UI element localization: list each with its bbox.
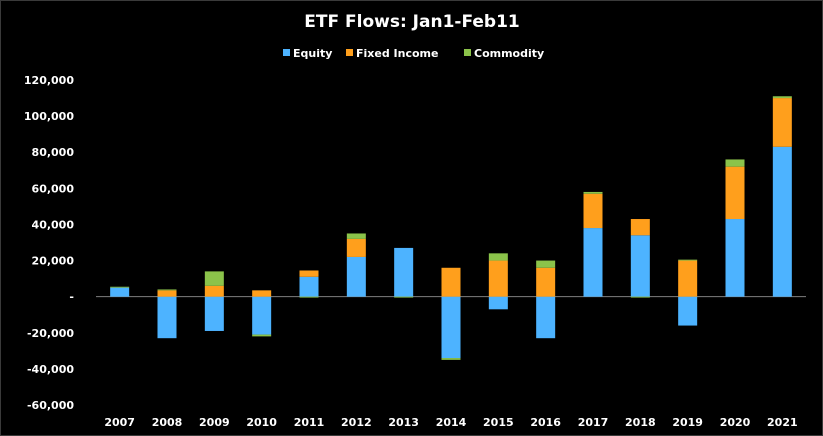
bar-fixed-income-2011 bbox=[299, 270, 319, 277]
x-tick-label: 2020 bbox=[720, 416, 751, 429]
bar-equity-2020 bbox=[725, 219, 745, 297]
legend-item-fixed-income: Fixed Income bbox=[346, 47, 438, 60]
legend-item-equity: Equity bbox=[283, 47, 332, 60]
bar-commodity-2010 bbox=[252, 334, 272, 337]
bar-equity-2016 bbox=[536, 296, 556, 339]
bar-equity-2011 bbox=[299, 276, 319, 297]
bar-group-2015 bbox=[488, 253, 508, 310]
bar-group-2011 bbox=[299, 270, 319, 298]
bar-equity-2013 bbox=[394, 247, 414, 297]
y-tick-label: 60,000 bbox=[32, 182, 75, 195]
bar-group-2017 bbox=[583, 191, 603, 297]
bar-equity-2019 bbox=[678, 296, 698, 326]
x-axis: 2007 2008 2009 2010 2011 2012 2013 2014 2015 2016… bbox=[104, 416, 797, 429]
bar-commodity-2007 bbox=[110, 286, 130, 288]
x-tick-label: 2007 bbox=[104, 416, 135, 429]
bar-group-2008 bbox=[157, 289, 177, 339]
y-tick-label: -40,000 bbox=[27, 363, 74, 376]
bar-fixed-income-2015 bbox=[488, 260, 508, 297]
bar-group-2016 bbox=[536, 260, 556, 339]
bar-commodity-2020 bbox=[725, 159, 745, 167]
bar-group-2012 bbox=[346, 233, 366, 297]
x-tick-label: 2017 bbox=[578, 416, 609, 429]
bar-equity-2008 bbox=[157, 296, 177, 339]
bar-group-2009 bbox=[204, 271, 224, 331]
bar-equity-2009 bbox=[204, 296, 224, 331]
y-tick-label: 80,000 bbox=[32, 146, 75, 159]
x-tick-label: 2016 bbox=[530, 416, 561, 429]
y-tick-label: - bbox=[69, 291, 74, 304]
legend-label: Commodity bbox=[474, 47, 544, 60]
legend-swatch bbox=[283, 49, 290, 56]
x-tick-label: 2021 bbox=[767, 416, 798, 429]
bar-fixed-income-2016 bbox=[536, 267, 556, 297]
x-tick-label: 2013 bbox=[388, 416, 419, 429]
bar-fixed-income-2008 bbox=[157, 290, 177, 297]
bar-fixed-income-2017 bbox=[583, 193, 603, 229]
x-tick-label: 2019 bbox=[672, 416, 703, 429]
bar-group-2014 bbox=[441, 267, 461, 360]
bar-commodity-2019 bbox=[678, 259, 698, 261]
bar-fixed-income-2018 bbox=[630, 219, 650, 236]
legend-swatch bbox=[464, 49, 471, 56]
y-axis: -60,000-40,000-20,000-20,00040,00060,000… bbox=[24, 74, 74, 412]
y-tick-label: 40,000 bbox=[32, 218, 75, 231]
bar-commodity-2012 bbox=[346, 233, 366, 239]
y-tick-label: -60,000 bbox=[27, 399, 74, 412]
bar-equity-2007 bbox=[110, 287, 130, 297]
x-tick-label: 2010 bbox=[246, 416, 277, 429]
bar-commodity-2009 bbox=[204, 271, 224, 286]
bar-commodity-2018 bbox=[630, 296, 650, 298]
bar-group-2007 bbox=[110, 286, 130, 297]
bar-fixed-income-2019 bbox=[678, 260, 698, 297]
bar-commodity-2017 bbox=[583, 191, 603, 194]
bar-equity-2012 bbox=[346, 256, 366, 297]
bar-commodity-2021 bbox=[772, 96, 792, 99]
legend: Equity Fixed Income Commodity bbox=[283, 47, 544, 60]
bar-fixed-income-2010 bbox=[252, 290, 272, 297]
x-tick-label: 2015 bbox=[483, 416, 514, 429]
y-tick-label: -20,000 bbox=[27, 327, 74, 340]
x-tick-label: 2008 bbox=[152, 416, 183, 429]
bar-commodity-2013 bbox=[394, 296, 414, 298]
bar-fixed-income-2009 bbox=[204, 285, 224, 297]
bar-commodity-2015 bbox=[488, 253, 508, 261]
x-tick-label: 2012 bbox=[341, 416, 372, 429]
x-tick-label: 2011 bbox=[294, 416, 325, 429]
chart-title: ETF Flows: Jan1-Feb11 bbox=[304, 12, 519, 32]
legend-label: Equity bbox=[293, 47, 332, 60]
bar-equity-2018 bbox=[630, 235, 650, 297]
x-tick-label: 2009 bbox=[199, 416, 230, 429]
bar-group-2020 bbox=[725, 159, 745, 297]
legend-swatch bbox=[346, 49, 353, 56]
bar-group-2021 bbox=[772, 96, 792, 297]
bar-equity-2015 bbox=[488, 296, 508, 310]
bar-fixed-income-2021 bbox=[772, 98, 792, 147]
legend-label: Fixed Income bbox=[356, 47, 438, 60]
bar-fixed-income-2012 bbox=[346, 238, 366, 257]
bar-commodity-2014 bbox=[441, 358, 461, 360]
bar-equity-2017 bbox=[583, 228, 603, 297]
bar-fixed-income-2020 bbox=[725, 166, 745, 220]
bar-commodity-2016 bbox=[536, 260, 556, 268]
bar-commodity-2008 bbox=[157, 289, 177, 291]
bar-group-2013 bbox=[394, 247, 414, 298]
x-tick-label: 2014 bbox=[436, 416, 467, 429]
bar-commodity-2011 bbox=[299, 296, 319, 298]
y-tick-label: 120,000 bbox=[24, 74, 74, 87]
legend-item-commodity: Commodity bbox=[464, 47, 544, 60]
bar-equity-2021 bbox=[772, 146, 792, 297]
bar-equity-2014 bbox=[441, 296, 461, 359]
y-tick-label: 20,000 bbox=[32, 255, 75, 268]
y-tick-label: 100,000 bbox=[24, 110, 74, 123]
bar-group-2018 bbox=[630, 219, 650, 298]
bar-fixed-income-2014 bbox=[441, 267, 461, 297]
x-tick-label: 2018 bbox=[625, 416, 656, 429]
plot-area bbox=[96, 96, 806, 360]
bar-group-2019 bbox=[678, 259, 698, 326]
bar-group-2010 bbox=[252, 290, 272, 337]
bar-equity-2010 bbox=[252, 296, 272, 335]
